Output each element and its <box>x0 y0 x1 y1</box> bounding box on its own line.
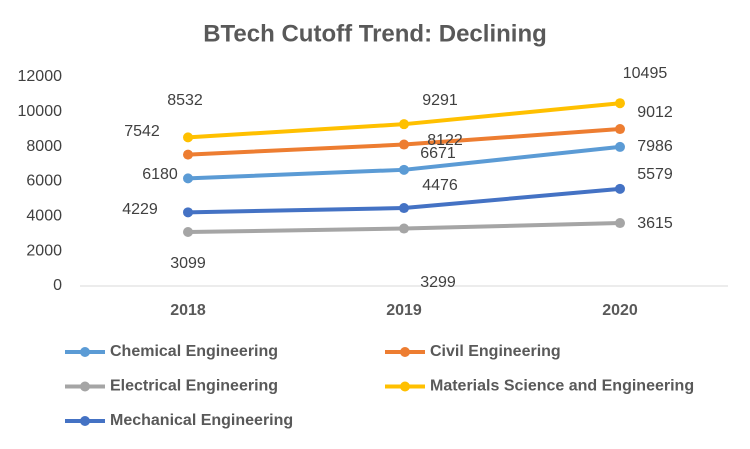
y-tick-label: 6000 <box>26 173 62 190</box>
data-label: 3299 <box>420 274 456 291</box>
x-tick-label: 2018 <box>170 302 206 319</box>
data-label: 3099 <box>170 255 206 272</box>
data-point <box>615 183 625 194</box>
data-point <box>399 203 409 214</box>
data-label: 9291 <box>422 92 458 109</box>
legend-marker <box>80 381 90 392</box>
data-label: 6180 <box>142 166 178 183</box>
legend-marker <box>80 347 90 357</box>
legend-label: Mechanical Engineering <box>110 412 293 429</box>
data-point <box>183 227 193 238</box>
data-label: 6671 <box>420 145 456 162</box>
legend-label: Electrical Engineering <box>110 378 278 395</box>
legend-marker <box>80 416 90 426</box>
data-point <box>399 139 409 150</box>
x-tick-label: 2020 <box>602 302 638 319</box>
data-point <box>615 124 625 135</box>
legend-marker <box>400 347 410 357</box>
data-label: 7542 <box>124 123 160 140</box>
legend-label: Materials Science and Engineering <box>430 378 694 395</box>
y-tick-label: 2000 <box>26 242 62 259</box>
y-tick-label: 10000 <box>18 103 63 120</box>
data-point <box>183 173 193 184</box>
data-point <box>183 149 193 160</box>
data-point <box>399 119 409 130</box>
data-point <box>615 98 625 109</box>
data-label: 4229 <box>122 201 158 218</box>
y-tick-label: 8000 <box>26 138 62 155</box>
data-point <box>183 207 193 218</box>
data-point <box>399 164 409 175</box>
legend-label: Chemical Engineering <box>110 343 278 360</box>
x-tick-label: 2019 <box>386 302 422 319</box>
data-point <box>183 132 193 143</box>
data-label: 8122 <box>427 132 463 149</box>
data-label: 9012 <box>637 104 673 121</box>
data-point <box>399 223 409 234</box>
data-label: 4476 <box>422 177 458 194</box>
data-point <box>615 141 625 152</box>
data-label: 7986 <box>637 138 673 155</box>
legend-label: Civil Engineering <box>430 343 561 360</box>
y-tick-label: 4000 <box>26 208 62 225</box>
data-point <box>615 218 625 229</box>
data-label: 5579 <box>637 166 673 183</box>
data-label: 10495 <box>623 65 668 82</box>
data-label: 3615 <box>637 215 673 232</box>
legend-marker <box>400 381 410 392</box>
data-label: 8532 <box>167 92 203 109</box>
chart-title: BTech Cutoff Trend: Declining <box>203 20 547 47</box>
y-tick-label: 0 <box>53 277 62 294</box>
y-tick-label: 12000 <box>18 68 63 85</box>
